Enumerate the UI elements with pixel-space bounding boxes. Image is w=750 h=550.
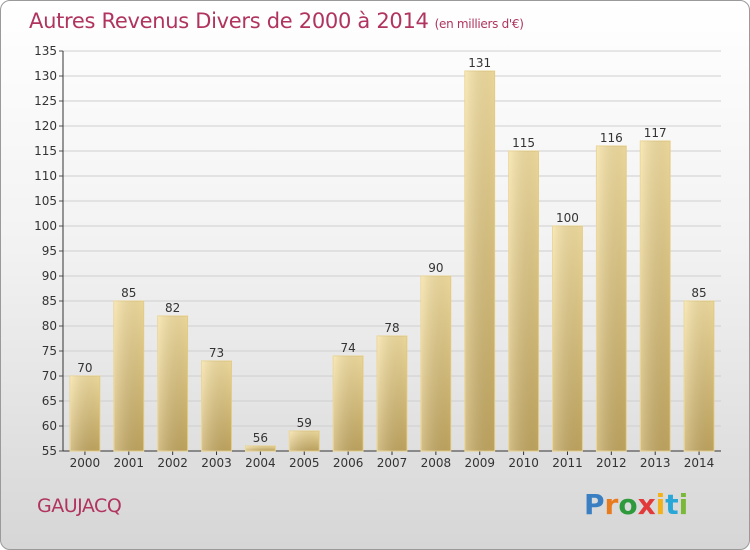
y-tick-label: 100 xyxy=(34,219,57,233)
bar-shade-2005 xyxy=(289,431,320,451)
proxiti-logo[interactable]: Proxiti xyxy=(584,488,688,521)
x-tick-label: 2001 xyxy=(114,456,145,470)
y-tick-label: 85 xyxy=(42,294,57,308)
x-tick-label: 2009 xyxy=(464,456,495,470)
y-tick-label: 60 xyxy=(42,419,57,433)
labels: 55 60 65 70 75 80 85 90 95 100 105 110 115 120 125 130 1… xyxy=(34,44,714,470)
place-name: GAUJACQ xyxy=(37,495,122,517)
x-tick-label: 2008 xyxy=(421,456,452,470)
value-label: 85 xyxy=(691,286,706,300)
value-label: 74 xyxy=(340,341,355,355)
y-tick-label: 125 xyxy=(34,94,57,108)
bar-shade-2014 xyxy=(684,301,714,451)
x-tick-label: 2014 xyxy=(684,456,715,470)
value-label: 115 xyxy=(512,136,535,150)
bar-shade-2002 xyxy=(157,316,188,451)
x-tick-label: 2005 xyxy=(289,456,320,470)
x-tick-label: 2006 xyxy=(333,456,364,470)
logo-letter: r xyxy=(604,488,619,521)
x-tick-label: 2013 xyxy=(640,456,671,470)
y-tick-label: 55 xyxy=(42,444,57,458)
value-label: 56 xyxy=(253,431,268,445)
x-tick-label: 2000 xyxy=(70,456,101,470)
chart-title-unit: (en milliers d'€) xyxy=(434,17,524,31)
x-tick-label: 2011 xyxy=(552,456,583,470)
x-tick-label: 2010 xyxy=(508,456,539,470)
logo-letter: x xyxy=(637,488,656,521)
y-tick-label: 130 xyxy=(34,69,57,83)
x-tick-label: 2003 xyxy=(201,456,232,470)
logo-letter: i xyxy=(655,488,666,521)
bar-shade-2011 xyxy=(552,226,583,451)
y-tick-label: 80 xyxy=(42,319,57,333)
y-tick-label: 135 xyxy=(34,44,57,58)
logo-letter: i xyxy=(678,488,689,521)
bar-shade-2013 xyxy=(640,141,671,451)
bar-shade-2003 xyxy=(201,361,232,451)
bar-shade-2010 xyxy=(508,151,539,451)
value-label: 90 xyxy=(428,261,443,275)
value-label: 70 xyxy=(77,361,92,375)
x-tick-label: 2012 xyxy=(596,456,627,470)
y-tick-label: 70 xyxy=(42,369,57,383)
x-tick-label: 2007 xyxy=(377,456,408,470)
bar-shade-2006 xyxy=(333,356,364,451)
y-tick-label: 120 xyxy=(34,119,57,133)
y-tick-label: 75 xyxy=(42,344,57,358)
value-label: 100 xyxy=(556,211,579,225)
bar-shade-2004 xyxy=(245,446,276,451)
chart-title: Autres Revenus Divers de 2000 à 2014 (en … xyxy=(29,9,524,33)
value-label: 73 xyxy=(209,346,224,360)
value-label: 117 xyxy=(644,126,667,140)
bar-shade-2001 xyxy=(113,301,144,451)
logo-letter: P xyxy=(584,488,605,521)
value-label: 131 xyxy=(468,56,491,70)
chart-title-text: Autres Revenus Divers de 2000 à 2014 xyxy=(29,9,429,33)
bar-shade-2012 xyxy=(596,146,627,451)
y-tick-label: 90 xyxy=(42,269,57,283)
value-label: 116 xyxy=(600,131,623,145)
bar-shade-2007 xyxy=(377,336,407,451)
y-tick-label: 105 xyxy=(34,194,57,208)
logo-letter: o xyxy=(618,488,638,521)
bar-shade-2000 xyxy=(70,376,100,451)
bar-shade-2008 xyxy=(420,276,451,451)
value-label: 82 xyxy=(165,301,180,315)
y-tick-label: 65 xyxy=(42,394,57,408)
value-label: 78 xyxy=(384,321,399,335)
x-tick-label: 2002 xyxy=(157,456,188,470)
value-label: 85 xyxy=(121,286,136,300)
y-tick-label: 95 xyxy=(42,244,57,258)
x-tick-label: 2004 xyxy=(245,456,276,470)
bars xyxy=(69,70,715,452)
y-tick-label: 110 xyxy=(34,169,57,183)
y-tick-label: 115 xyxy=(34,144,57,158)
logo-letter: t xyxy=(665,488,679,521)
bar-shade-2009 xyxy=(464,71,495,451)
value-label: 59 xyxy=(297,416,312,430)
